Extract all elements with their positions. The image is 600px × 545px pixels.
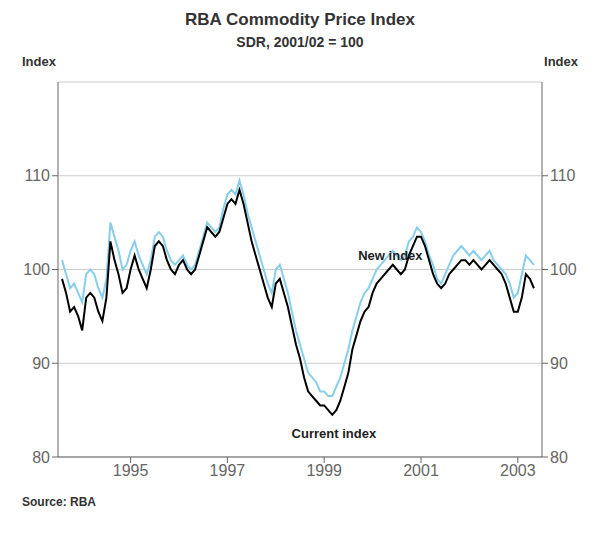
svg-text:90: 90 [550,355,568,372]
svg-text:1999: 1999 [306,462,342,479]
svg-text:New index: New index [358,248,423,263]
svg-text:2001: 2001 [403,462,439,479]
html-text:Index: Index [22,54,56,69]
svg-text:90: 90 [32,355,50,372]
html-text:RBA Commodity Price Index: RBA Commodity Price Index [185,10,415,29]
svg-text:1997: 1997 [210,462,246,479]
svg-text:1995: 1995 [113,462,149,479]
svg-text:Current index: Current index [292,426,377,441]
svg-text:80: 80 [550,449,568,466]
svg-text:2003: 2003 [500,462,536,479]
svg-text:110: 110 [550,167,576,184]
html-text:Source: RBA: Source: RBA [22,495,96,509]
html-text:Index: Index [544,54,578,69]
svg-text:100: 100 [550,261,577,278]
svg-text:80: 80 [32,449,50,466]
svg-text:110: 110 [24,167,50,184]
svg-text:100: 100 [23,261,50,278]
html-text:SDR, 2001/02 = 100: SDR, 2001/02 = 100 [236,34,364,50]
